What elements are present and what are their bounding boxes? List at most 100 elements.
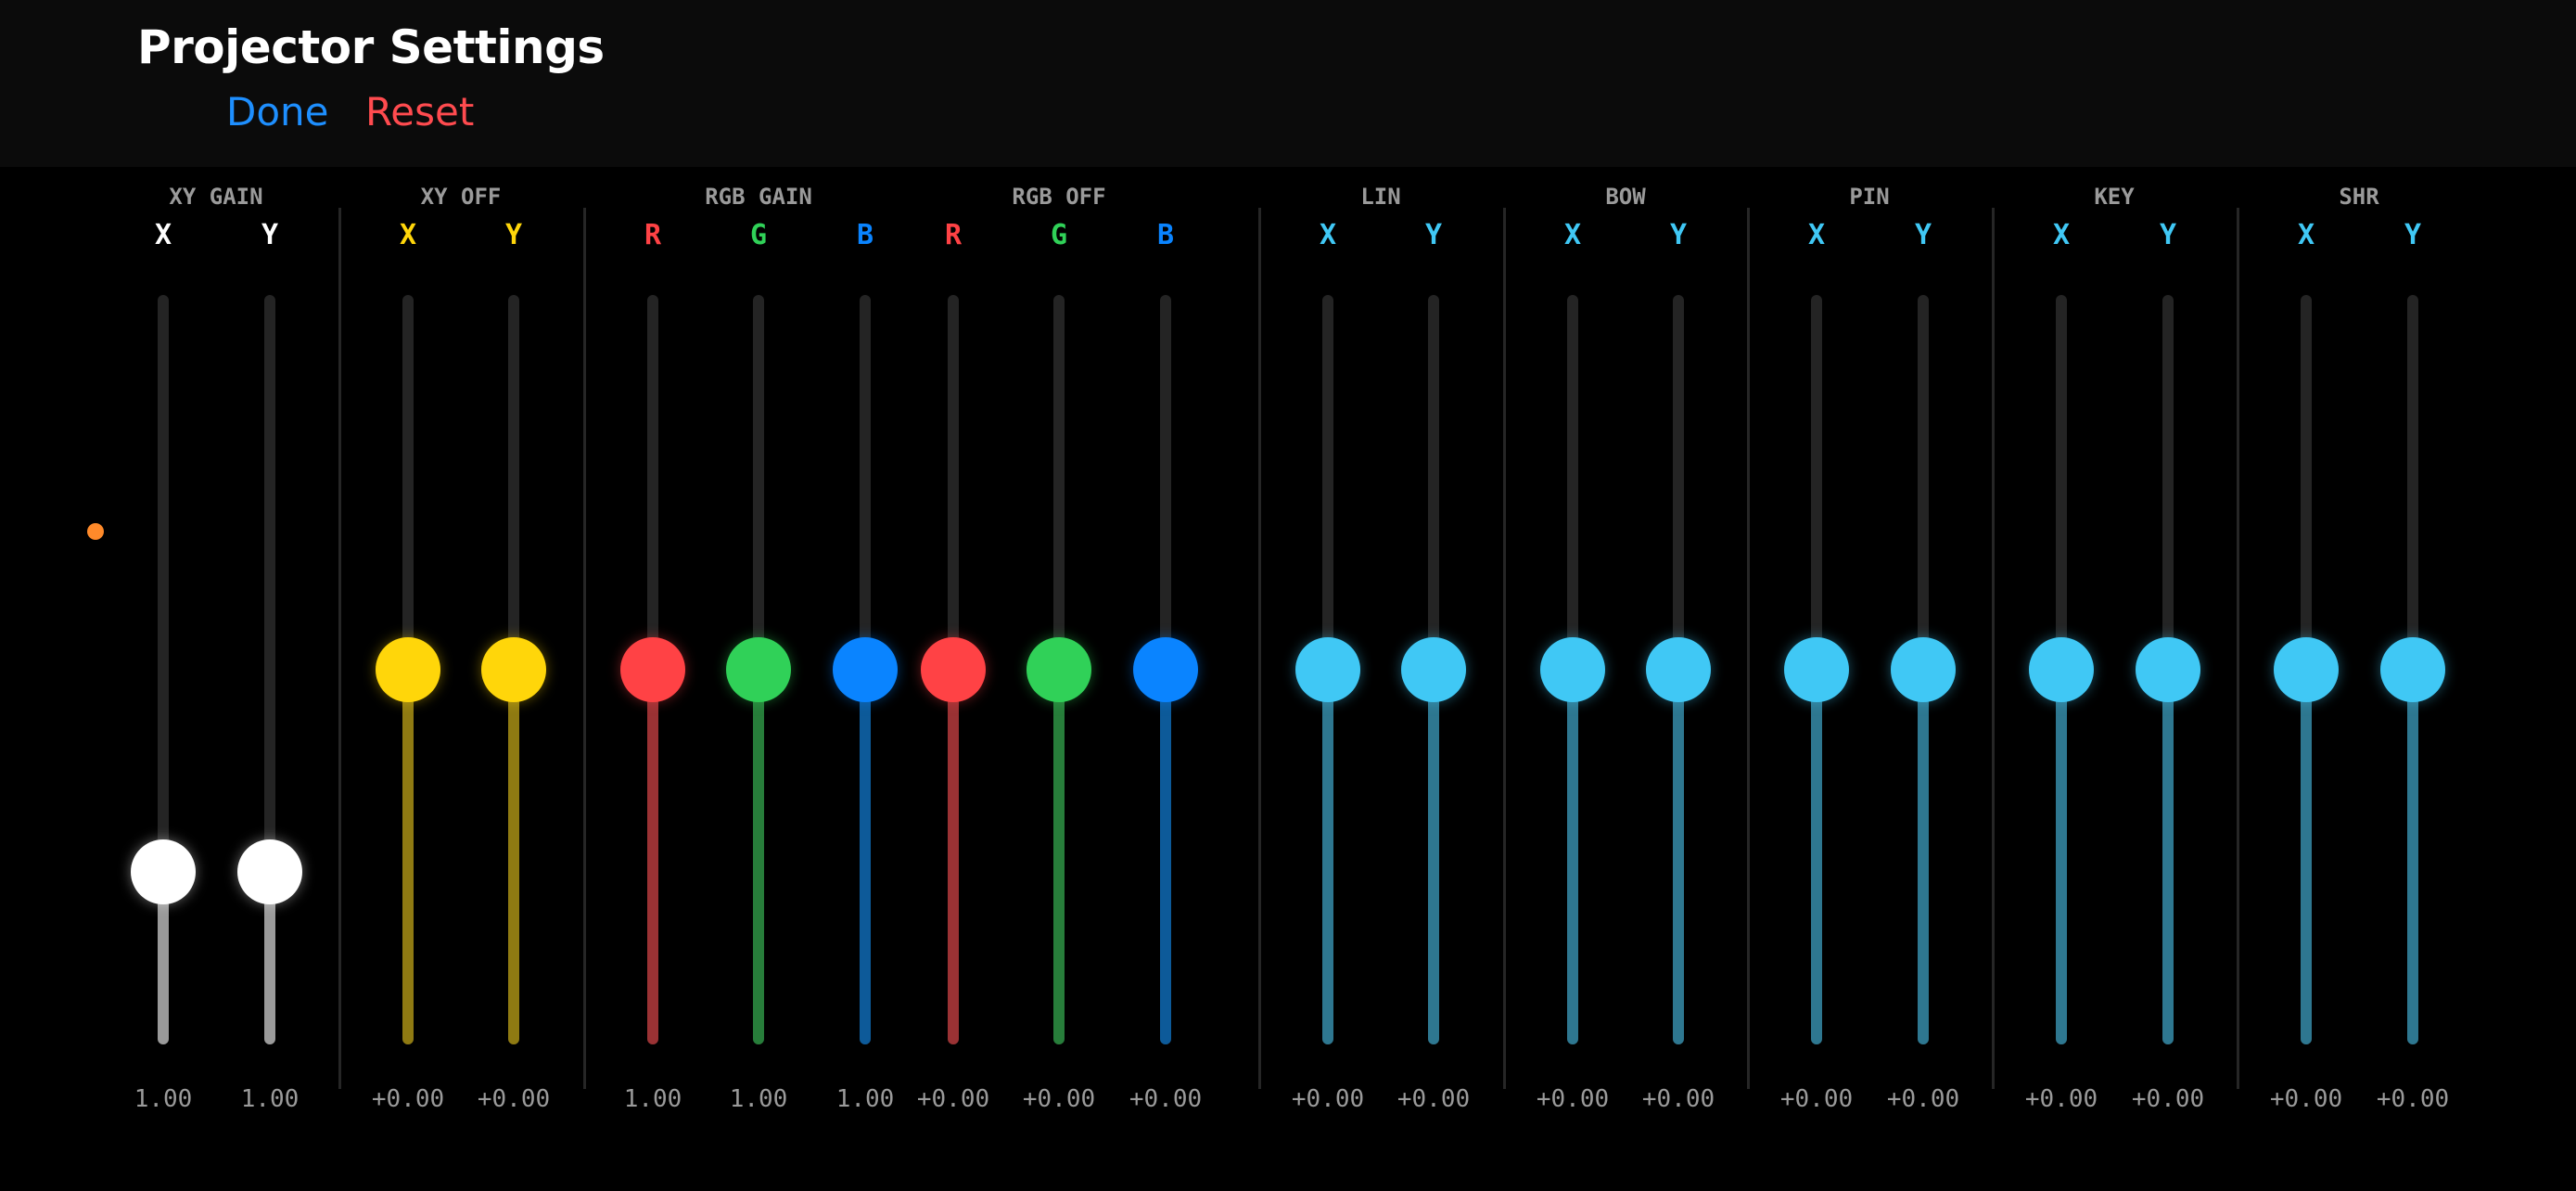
- group-divider: [583, 208, 586, 1089]
- slider-rgb-off-b-value: +0.00: [1129, 1085, 1203, 1113]
- slider-xy-off-x-fill: [402, 670, 414, 1044]
- slider-rgb-gain-g-fill: [753, 670, 764, 1044]
- slider-lin-x-knob[interactable]: [1295, 637, 1360, 702]
- slider-xy-off-y-fill: [508, 670, 519, 1044]
- slider-xy-gain-x-label: X: [154, 219, 172, 251]
- slider-rgb-gain-g-value: 1.00: [729, 1085, 788, 1113]
- group-label-bow: BOW: [1605, 184, 1646, 210]
- slider-key-y-label: Y: [2159, 219, 2177, 251]
- slider-rgb-gain-b-fill: [860, 670, 871, 1044]
- slider-rgb-gain-b-label: B: [856, 219, 874, 251]
- slider-shr-y-fill: [2407, 670, 2418, 1044]
- group-divider: [1503, 208, 1506, 1089]
- group-divider: [1992, 208, 1995, 1089]
- slider-xy-gain-y-track[interactable]: [264, 295, 275, 1044]
- group-label-rgb-gain: RGB GAIN: [705, 184, 812, 210]
- slider-pin-x-track[interactable]: [1811, 295, 1822, 1044]
- group-label-pin: PIN: [1849, 184, 1890, 210]
- slider-bow-x-label: X: [1563, 219, 1582, 251]
- slider-pin-x-value: +0.00: [1779, 1085, 1854, 1113]
- slider-rgb-off-g-fill: [1053, 670, 1065, 1044]
- slider-rgb-gain-r-knob[interactable]: [620, 637, 685, 702]
- slider-xy-gain-y-knob[interactable]: [237, 839, 302, 905]
- slider-pin-y-label: Y: [1914, 219, 1932, 251]
- group-divider: [1258, 208, 1261, 1089]
- slider-key-y-knob[interactable]: [2136, 637, 2200, 702]
- group-divider: [338, 208, 341, 1089]
- group-label-shr: SHR: [2339, 184, 2379, 210]
- slider-shr-x-value: +0.00: [2269, 1085, 2343, 1113]
- slider-xy-gain-y-value: 1.00: [240, 1085, 300, 1113]
- reset-button[interactable]: Reset: [365, 89, 475, 134]
- slider-pin-x-label: X: [1807, 219, 1826, 251]
- slider-xy-gain-x-fill: [158, 872, 169, 1044]
- slider-lin-x-fill: [1322, 670, 1333, 1044]
- slider-xy-off-y-label: Y: [504, 219, 523, 251]
- slider-bow-x-value: +0.00: [1536, 1085, 1610, 1113]
- slider-rgb-gain-b-value: 1.00: [835, 1085, 895, 1113]
- slider-shr-x-knob[interactable]: [2274, 637, 2339, 702]
- slider-key-x-value: +0.00: [2024, 1085, 2098, 1113]
- slider-rgb-gain-r-label: R: [644, 219, 662, 251]
- slider-key-y-fill: [2162, 670, 2174, 1044]
- group-divider: [1747, 208, 1750, 1089]
- slider-xy-off-x-value: +0.00: [371, 1085, 445, 1113]
- slider-xy-off-y-value: +0.00: [477, 1085, 551, 1113]
- slider-lin-y-label: Y: [1424, 219, 1443, 251]
- slider-lin-x-label: X: [1319, 219, 1337, 251]
- slider-rgb-off-g-knob[interactable]: [1027, 637, 1091, 702]
- slider-rgb-gain-g-knob[interactable]: [726, 637, 791, 702]
- slider-shr-x-fill: [2301, 670, 2312, 1044]
- slider-bow-x-fill: [1567, 670, 1578, 1044]
- slider-xy-off-x-label: X: [399, 219, 417, 251]
- group-label-rgb-off: RGB OFF: [1012, 184, 1106, 210]
- slider-shr-y-knob[interactable]: [2380, 637, 2445, 702]
- slider-xy-off-y-knob[interactable]: [481, 637, 546, 702]
- slider-rgb-off-r-knob[interactable]: [921, 637, 986, 702]
- slider-xy-gain-x-value: 1.00: [134, 1085, 193, 1113]
- group-label-lin: LIN: [1360, 184, 1401, 210]
- slider-rgb-off-g-value: +0.00: [1022, 1085, 1096, 1113]
- slider-rgb-off-r-label: R: [944, 219, 963, 251]
- slider-rgb-off-b-knob[interactable]: [1133, 637, 1198, 702]
- slider-lin-x-value: +0.00: [1291, 1085, 1365, 1113]
- slider-rgb-gain-b-knob[interactable]: [833, 637, 898, 702]
- slider-pin-y-knob[interactable]: [1891, 637, 1956, 702]
- done-button[interactable]: Done: [226, 89, 329, 134]
- slider-rgb-gain-g-label: G: [749, 219, 768, 251]
- slider-bow-y-knob[interactable]: [1646, 637, 1711, 702]
- status-indicator-dot: [87, 523, 104, 540]
- top-bar: Projector Settings Done Reset: [0, 0, 2576, 167]
- group-divider: [2237, 208, 2239, 1089]
- slider-key-y-value: +0.00: [2131, 1085, 2205, 1113]
- slider-xy-gain-x-knob[interactable]: [131, 839, 196, 905]
- slider-key-x-knob[interactable]: [2029, 637, 2094, 702]
- slider-rgb-gain-r-fill: [647, 670, 658, 1044]
- slider-rgb-off-b-label: B: [1156, 219, 1175, 251]
- slider-pin-x-knob[interactable]: [1784, 637, 1849, 702]
- slider-pin-x-fill: [1811, 670, 1822, 1044]
- slider-xy-gain-y-fill: [264, 872, 275, 1044]
- slider-lin-y-fill: [1428, 670, 1439, 1044]
- slider-lin-y-knob[interactable]: [1401, 637, 1466, 702]
- slider-xy-gain-x-track[interactable]: [158, 295, 169, 1044]
- slider-bow-y-fill: [1673, 670, 1684, 1044]
- slider-xy-gain-y-label: Y: [261, 219, 279, 251]
- slider-rgb-off-b-fill: [1160, 670, 1171, 1044]
- slider-xy-off-x-knob[interactable]: [376, 637, 440, 702]
- slider-pin-y-fill: [1918, 670, 1929, 1044]
- slider-lin-y-value: +0.00: [1396, 1085, 1471, 1113]
- group-label-xy-gain: XY GAIN: [169, 184, 263, 210]
- slider-shr-x-label: X: [2297, 219, 2315, 251]
- slider-rgb-off-r-value: +0.00: [916, 1085, 990, 1113]
- slider-pin-y-value: +0.00: [1886, 1085, 1960, 1113]
- slider-rgb-gain-r-value: 1.00: [623, 1085, 682, 1113]
- slider-shr-y-value: +0.00: [2376, 1085, 2450, 1113]
- group-label-key: KEY: [2094, 184, 2135, 210]
- slider-key-x-label: X: [2052, 219, 2071, 251]
- slider-shr-y-label: Y: [2404, 219, 2422, 251]
- group-label-xy-off: XY OFF: [420, 184, 502, 210]
- slider-key-x-fill: [2056, 670, 2067, 1044]
- slider-bow-x-knob[interactable]: [1540, 637, 1605, 702]
- slider-rgb-off-r-fill: [948, 670, 959, 1044]
